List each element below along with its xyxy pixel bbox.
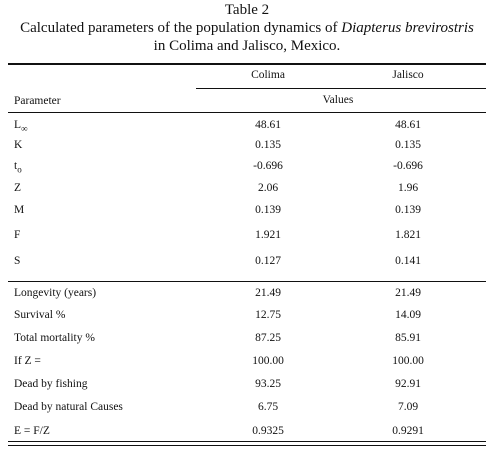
header-bottom-rule	[8, 112, 486, 113]
parameter-name: F	[14, 229, 21, 241]
parameter-cell: Dead by natural Causes	[14, 401, 123, 413]
colima-value: 0.139	[255, 204, 281, 216]
parameter-cell: M	[14, 204, 24, 216]
jalisco-value: 7.09	[397, 401, 419, 413]
parameter-name: M	[14, 204, 25, 216]
jalisco-value: 21.49	[395, 287, 421, 299]
caption-text: Calculated parameters of the population …	[20, 20, 342, 36]
colima-value: 87.25	[255, 332, 281, 344]
parameter-name: E = F/Z	[14, 425, 50, 437]
caption-line: Calculated parameters of the population …	[0, 20, 494, 37]
header-rule	[196, 88, 486, 89]
parameter-cell: K	[14, 139, 22, 151]
parameter-cell: Z	[14, 182, 21, 194]
jalisco-value: 0.9291	[392, 425, 424, 437]
jalisco-value: 92.91	[395, 378, 421, 390]
bottom-rule	[8, 441, 486, 442]
colima-value: 0.127	[255, 255, 281, 267]
jalisco-value: -0.696	[393, 160, 423, 172]
parameter-name: If Z =	[14, 355, 41, 367]
jalisco-value: 14.09	[395, 309, 421, 321]
jalisco-value: 0.135	[395, 139, 421, 151]
colima-value: 12.75	[255, 309, 281, 321]
table-title: Table 2	[224, 2, 270, 18]
colima-value: 48.61	[255, 119, 281, 131]
caption-species: Diapterus brevirostris	[341, 20, 474, 36]
parameter-cell: to	[14, 160, 22, 174]
parameter-name: Total mortality %	[14, 332, 95, 344]
parameter-cell: Survival %	[14, 309, 65, 321]
parameter-cell: If Z =	[14, 355, 41, 367]
jalisco-value: 48.61	[395, 119, 421, 131]
values-header: Values	[322, 94, 354, 106]
parameter-name: K	[14, 139, 23, 151]
colima-value: 1.921	[255, 229, 281, 241]
jalisco-value: 100.00	[392, 355, 424, 367]
caption-text: in Colima and Jalisco, Mexico.	[153, 38, 341, 54]
parameter-name: t	[14, 160, 18, 172]
colima-value: 93.25	[255, 378, 281, 390]
parameter-name: Survival %	[14, 309, 66, 321]
parameter-name: L	[14, 119, 22, 131]
colima-value: 2.06	[257, 182, 279, 194]
parameter-name: Z	[14, 182, 22, 194]
colima-value: 6.75	[257, 401, 279, 413]
column-header: Colima	[251, 69, 285, 81]
parameter-name: Dead by natural Causes	[14, 401, 123, 413]
parameter-subscript: o	[17, 164, 22, 175]
parameter-subscript: ∞	[21, 123, 28, 134]
parameter-cell: Longevity (years)	[14, 287, 96, 299]
group-rule	[8, 281, 486, 282]
colima-value: 21.49	[255, 287, 281, 299]
parameter-cell: Dead by fishing	[14, 378, 87, 390]
parameter-cell: S	[14, 255, 20, 267]
colima-value: -0.696	[253, 160, 283, 172]
parameter-cell: L∞	[14, 119, 27, 133]
colima-value: 0.135	[255, 139, 281, 151]
jalisco-value: 1.821	[395, 229, 421, 241]
parameter-name: Dead by fishing	[14, 378, 88, 390]
parameter-cell: F	[14, 229, 20, 241]
top-rule	[8, 63, 486, 65]
jalisco-value: 85.91	[395, 332, 421, 344]
jalisco-value: 0.141	[395, 255, 421, 267]
jalisco-value: 0.139	[395, 204, 421, 216]
parameter-cell: Total mortality %	[14, 332, 95, 344]
parameter-name: Longevity (years)	[14, 287, 97, 299]
parameter-cell: E = F/Z	[14, 425, 50, 437]
bottom-rule	[8, 445, 486, 446]
parameter-header: Parameter	[14, 95, 61, 107]
colima-value: 100.00	[252, 355, 284, 367]
colima-value: 0.9325	[252, 425, 284, 437]
caption-line: in Colima and Jalisco, Mexico.	[0, 38, 494, 55]
column-header: Jalisco	[392, 69, 424, 81]
parameter-name: S	[14, 255, 21, 267]
jalisco-value: 1.96	[397, 182, 419, 194]
